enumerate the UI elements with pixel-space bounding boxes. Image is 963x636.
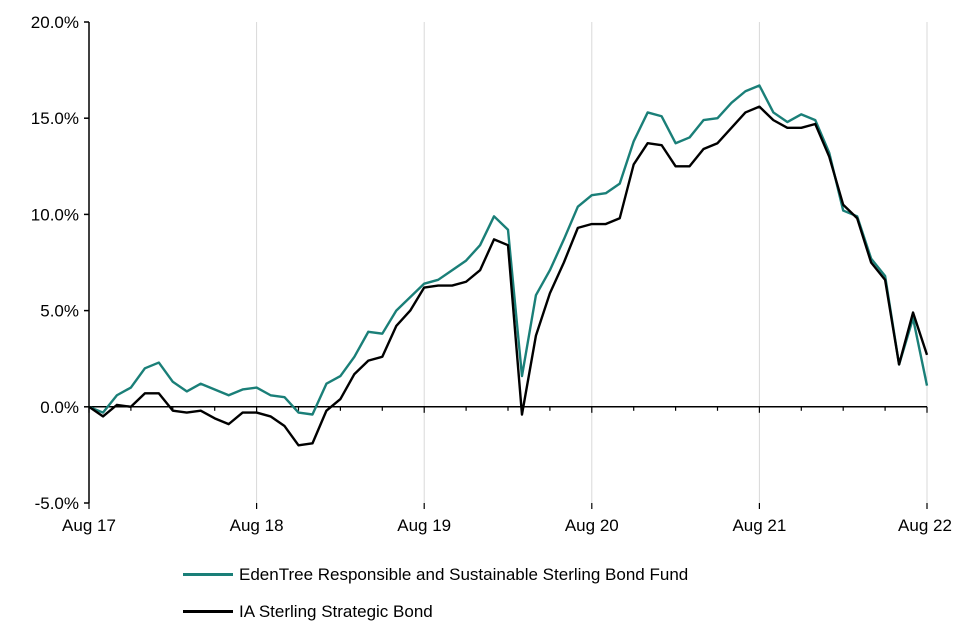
y-tick-label: 5.0% xyxy=(40,302,79,321)
x-tick-label: Aug 19 xyxy=(397,516,451,535)
line-chart: -5.0%0.0%5.0%10.0%15.0%20.0% Aug 17 Aug 1… xyxy=(31,13,952,535)
legend-swatch-ia-sterling xyxy=(183,610,233,613)
y-tick-label: -5.0% xyxy=(35,494,79,513)
x-ticks: Aug 17 Aug 18 Aug 19 Aug 20 Aug 21 Aug 22 xyxy=(62,406,952,535)
y-tick-label: 20.0% xyxy=(31,13,79,32)
y-ticks: -5.0% 0.0% 5.0% 10.0% 15.0% 20.0% xyxy=(31,13,89,513)
x-tick-label: Aug 22 xyxy=(898,516,952,535)
legend: EdenTree Responsible and Sustainable Ste… xyxy=(183,562,688,636)
y-tick-label: 15.0% xyxy=(31,109,79,128)
legend-label-ia-sterling: IA Sterling Strategic Bond xyxy=(239,601,433,621)
legend-label-edentree: EdenTree Responsible and Sustainable Ste… xyxy=(239,564,689,584)
series-line-0 xyxy=(88,84,929,416)
x-tick-label: Aug 20 xyxy=(565,516,619,535)
legend-swatch-edentree xyxy=(183,573,233,576)
x-tick-label: Aug 21 xyxy=(732,516,786,535)
legend-entry-ia-sterling: IA Sterling Strategic Bond xyxy=(183,599,688,624)
series-lines xyxy=(88,84,929,447)
y-tick-label: 10.0% xyxy=(31,205,79,224)
y-tick-label: 0.0% xyxy=(40,398,79,417)
x-tick-label: Aug 17 xyxy=(62,516,116,535)
series-line-1 xyxy=(88,105,929,447)
vertical-gridlines xyxy=(256,22,928,503)
legend-entry-edentree: EdenTree Responsible and Sustainable Ste… xyxy=(183,562,688,587)
x-tick-label: Aug 18 xyxy=(230,516,284,535)
